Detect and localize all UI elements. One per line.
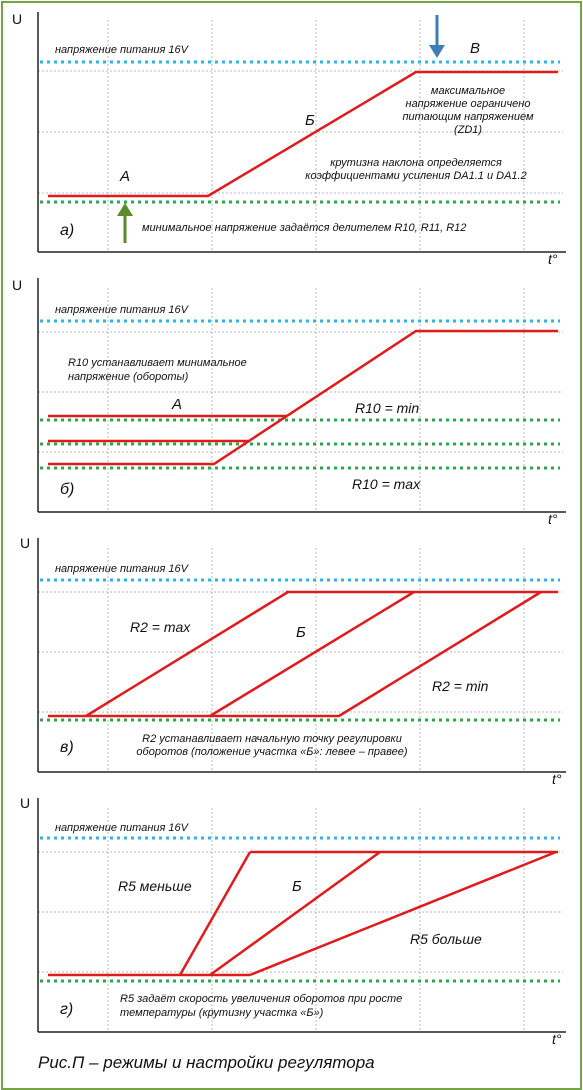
panel-g-axis-x-label: t° bbox=[552, 1031, 562, 1047]
panel-v-axis-x-label: t° bbox=[552, 771, 562, 787]
panel-b-axis-x-label: t° bbox=[548, 511, 558, 527]
panel-b-r10-min: R10 = min bbox=[355, 400, 419, 416]
panel-v-ramp-mid bbox=[209, 590, 415, 718]
panel-g-note-2: температуры (крутизну участка «Б») bbox=[120, 1007, 324, 1019]
panel-a: U t° напряжение питания 16V А Б В максим… bbox=[12, 11, 566, 267]
panel-a-supply-label: напряжение питания 16V bbox=[55, 44, 190, 56]
panel-b-r10-max: R10 = max bbox=[352, 476, 421, 492]
panel-b-curve-main bbox=[48, 329, 558, 466]
panel-v-note-1: R2 устанавливает начальную точку регулир… bbox=[142, 733, 402, 745]
panel-v-r2-max: R2 = max bbox=[130, 619, 191, 635]
panel-v-label: в) bbox=[60, 739, 74, 756]
panel-b-r10-text-2: напряжение (обороты) bbox=[68, 371, 189, 383]
panel-a-max-text-2: напряжение ограничено bbox=[406, 98, 531, 110]
panel-a-up-arrow-head bbox=[117, 203, 133, 216]
panel-v-supply-label: напряжение питания 16V bbox=[55, 563, 190, 575]
panel-g-supply-label: напряжение питания 16V bbox=[55, 822, 190, 834]
panel-g-ramp-mid bbox=[209, 850, 381, 977]
panel-a-max-text-1: максимальное bbox=[431, 85, 505, 97]
panel-g-ramp-steep bbox=[178, 851, 252, 976]
panel-a-curve bbox=[48, 70, 558, 198]
panel-a-label-A: А bbox=[119, 168, 130, 185]
panel-g-r5-more: R5 больше bbox=[410, 931, 482, 947]
panel-v-axis-y-label: U bbox=[20, 535, 30, 551]
panel-g-ramp-shallow bbox=[249, 850, 557, 977]
panel-a-min-text: минимальное напряжение задаётся делителе… bbox=[142, 222, 466, 234]
panel-b: U t° напряжение питания 16V R10 устанавл… bbox=[12, 277, 566, 527]
panel-a-max-text-4: (ZD1) bbox=[454, 124, 482, 136]
panel-v: U t° напряжение питания 16V R2 = max Б R… bbox=[20, 535, 566, 787]
panel-a-label-B: Б bbox=[305, 112, 315, 129]
panel-a-slope-text-2: коэффициентами усиления DA1.1 и DA1.2 bbox=[305, 170, 526, 182]
figure-caption: Рис.П – режимы и настройки регулятора bbox=[38, 1053, 375, 1072]
panel-b-supply-label: напряжение питания 16V bbox=[55, 304, 190, 316]
panel-v-ramp-right bbox=[338, 590, 542, 718]
panel-a-axis-x-label: t° bbox=[548, 251, 558, 267]
panel-g: U t° напряжение питания 16V R5 меньше Б … bbox=[20, 795, 566, 1047]
panel-g-axis-y-label: U bbox=[20, 795, 30, 811]
panel-b-label: б) bbox=[60, 481, 74, 498]
panel-b-label-A: А bbox=[171, 396, 182, 413]
panel-g-label-B: Б bbox=[292, 878, 302, 895]
panel-g-label: г) bbox=[60, 1001, 73, 1018]
panel-g-r5-less: R5 меньше bbox=[118, 878, 192, 894]
panel-a-max-text-3: питающим напряжением bbox=[402, 111, 533, 123]
panel-a-label: а) bbox=[60, 222, 74, 239]
panel-v-note-2: оборотов (положение участка «Б»: левее –… bbox=[136, 746, 407, 758]
panel-b-axis-y-label: U bbox=[12, 277, 22, 293]
panel-a-slope-text-1: крутизна наклона определяется bbox=[330, 157, 502, 169]
panel-v-ramp-left bbox=[85, 590, 289, 718]
panel-a-down-arrow-head bbox=[429, 45, 445, 58]
panel-v-r2-min: R2 = min bbox=[432, 678, 489, 694]
panel-a-axis-y-label: U bbox=[12, 11, 22, 27]
panel-a-label-V: В bbox=[470, 40, 480, 57]
panel-b-r10-text-1: R10 устанавливает минимальное bbox=[68, 357, 247, 369]
panel-v-label-B: Б bbox=[296, 624, 306, 641]
panel-g-note-1: R5 задаёт скорость увеличения оборотов п… bbox=[120, 993, 402, 1005]
